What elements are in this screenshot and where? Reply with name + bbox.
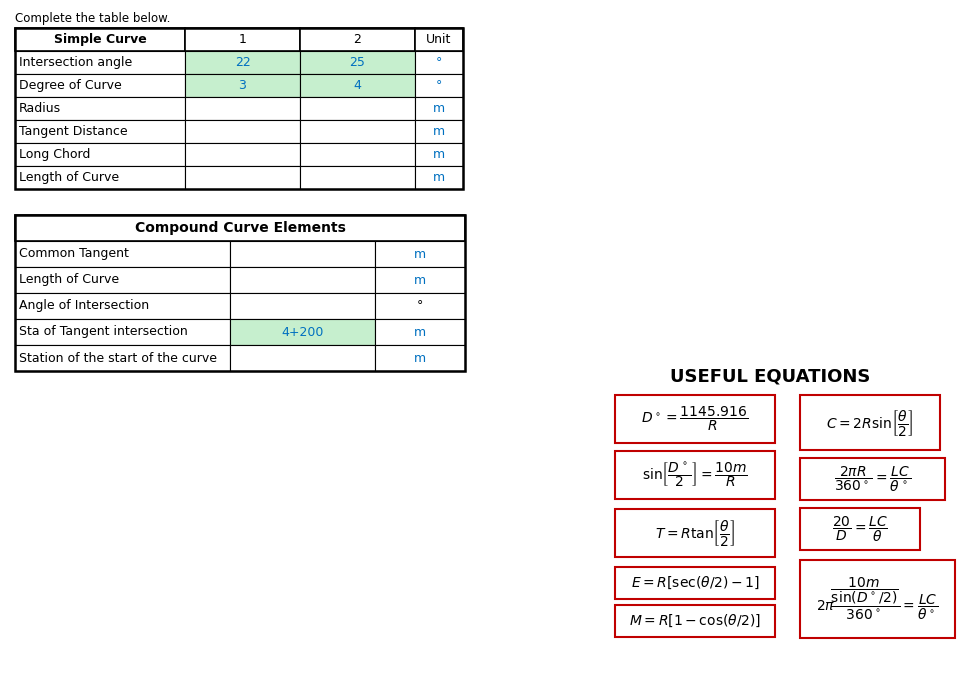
Bar — [375, 293, 465, 319]
Bar — [15, 241, 230, 267]
Text: 2: 2 — [354, 33, 362, 46]
Bar — [615, 451, 775, 499]
Bar — [230, 241, 375, 267]
Bar — [800, 458, 945, 500]
Text: Simple Curve: Simple Curve — [53, 33, 146, 46]
Bar — [415, 74, 463, 97]
Bar — [15, 28, 463, 189]
Bar — [300, 28, 415, 51]
Bar — [15, 51, 185, 74]
Bar — [185, 51, 300, 74]
Text: m: m — [414, 247, 426, 260]
Text: m: m — [414, 352, 426, 365]
Bar — [15, 143, 185, 166]
Bar — [415, 28, 463, 51]
Bar — [185, 120, 300, 143]
Text: °: ° — [436, 79, 442, 92]
Text: m: m — [414, 273, 426, 286]
Bar — [15, 97, 185, 120]
Bar — [415, 166, 463, 189]
Text: Long Chord: Long Chord — [19, 148, 90, 161]
Text: m: m — [414, 326, 426, 339]
Text: $2\pi\!\dfrac{\dfrac{10m}{\sin(D^\circ/2)}}{360^\circ} = \dfrac{LC}{\theta^\circ: $2\pi\!\dfrac{\dfrac{10m}{\sin(D^\circ/2… — [816, 576, 939, 622]
Bar — [15, 267, 230, 293]
Text: Length of Curve: Length of Curve — [19, 171, 119, 184]
Text: 22: 22 — [235, 56, 250, 69]
Text: USEFUL EQUATIONS: USEFUL EQUATIONS — [670, 368, 870, 386]
Bar — [375, 241, 465, 267]
Text: Sta of Tangent intersection: Sta of Tangent intersection — [19, 326, 188, 339]
Text: 4: 4 — [354, 79, 362, 92]
Bar — [185, 28, 300, 51]
Bar — [300, 97, 415, 120]
Bar — [415, 97, 463, 120]
Bar — [800, 508, 920, 550]
Text: Common Tangent: Common Tangent — [19, 247, 129, 260]
Text: °: ° — [436, 56, 442, 69]
Bar — [15, 74, 185, 97]
Text: 4+200: 4+200 — [281, 326, 324, 339]
Bar — [185, 143, 300, 166]
Bar — [185, 97, 300, 120]
Bar — [375, 345, 465, 371]
Text: m: m — [433, 102, 445, 115]
Text: Length of Curve: Length of Curve — [19, 273, 119, 286]
Bar — [300, 120, 415, 143]
Bar — [300, 166, 415, 189]
Text: 1: 1 — [239, 33, 247, 46]
Bar — [230, 345, 375, 371]
Bar — [15, 28, 185, 51]
Text: Angle of Intersection: Angle of Intersection — [19, 300, 149, 313]
Text: 3: 3 — [239, 79, 247, 92]
Bar — [415, 51, 463, 74]
Text: Complete the table below.: Complete the table below. — [15, 12, 170, 25]
Bar — [300, 51, 415, 74]
Bar — [185, 74, 300, 97]
Text: $\sin\!\left[\dfrac{D^\circ}{2}\right] = \dfrac{10m}{R}$: $\sin\!\left[\dfrac{D^\circ}{2}\right] =… — [642, 460, 747, 490]
Bar — [15, 293, 230, 319]
Bar — [185, 166, 300, 189]
Text: $\dfrac{2\pi R}{360^\circ} = \dfrac{LC}{\theta^\circ}$: $\dfrac{2\pi R}{360^\circ} = \dfrac{LC}{… — [834, 464, 911, 494]
Text: $T = R\tan\!\left[\dfrac{\theta}{2}\right]$: $T = R\tan\!\left[\dfrac{\theta}{2}\righ… — [655, 518, 735, 548]
Text: m: m — [433, 125, 445, 138]
Text: Tangent Distance: Tangent Distance — [19, 125, 128, 138]
Text: Station of the start of the curve: Station of the start of the curve — [19, 352, 217, 365]
Text: Compound Curve Elements: Compound Curve Elements — [134, 221, 345, 235]
Bar — [615, 395, 775, 443]
Bar — [615, 509, 775, 557]
Bar — [15, 319, 230, 345]
Bar — [800, 395, 940, 450]
Bar — [375, 319, 465, 345]
Bar — [230, 319, 375, 345]
Bar — [230, 267, 375, 293]
Bar — [300, 74, 415, 97]
Text: °: ° — [417, 300, 424, 313]
Bar — [800, 560, 955, 638]
Text: $C = 2R\sin\!\left[\dfrac{\theta}{2}\right]$: $C = 2R\sin\!\left[\dfrac{\theta}{2}\rig… — [826, 408, 914, 438]
Text: Intersection angle: Intersection angle — [19, 56, 132, 69]
Text: $D^\circ = \dfrac{1145.916}{R}$: $D^\circ = \dfrac{1145.916}{R}$ — [641, 405, 748, 433]
Text: $E = R\left[\mathrm{sec}(\theta/2)-1\right]$: $E = R\left[\mathrm{sec}(\theta/2)-1\rig… — [630, 575, 759, 591]
Bar — [15, 120, 185, 143]
Bar — [230, 293, 375, 319]
Text: m: m — [433, 148, 445, 161]
Bar — [415, 143, 463, 166]
Bar — [15, 166, 185, 189]
Bar — [615, 605, 775, 637]
Text: $\dfrac{20}{D} = \dfrac{LC}{\theta}$: $\dfrac{20}{D} = \dfrac{LC}{\theta}$ — [832, 514, 888, 544]
Text: Unit: Unit — [426, 33, 452, 46]
Bar — [15, 345, 230, 371]
Bar — [300, 143, 415, 166]
Text: 25: 25 — [349, 56, 366, 69]
Bar — [15, 215, 465, 241]
Text: Degree of Curve: Degree of Curve — [19, 79, 122, 92]
Text: Radius: Radius — [19, 102, 61, 115]
Bar — [415, 120, 463, 143]
Text: $M = R\left[1-\cos(\theta/2)\right]$: $M = R\left[1-\cos(\theta/2)\right]$ — [630, 613, 761, 629]
Text: m: m — [433, 171, 445, 184]
Bar — [375, 267, 465, 293]
Bar — [615, 567, 775, 599]
Bar — [15, 215, 465, 371]
